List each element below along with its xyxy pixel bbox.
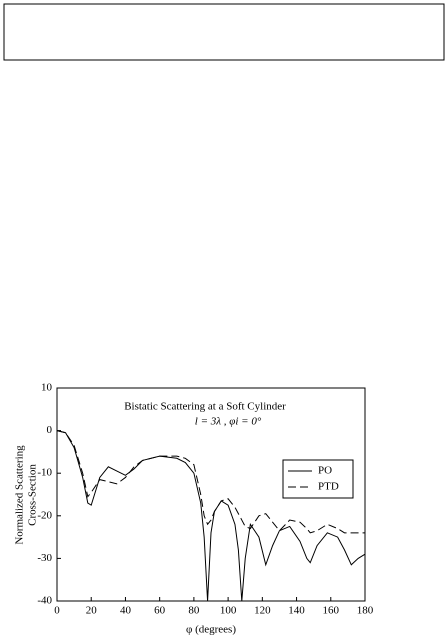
x-tick-label: 100 xyxy=(220,605,237,617)
y-tick-label: -20 xyxy=(37,509,52,521)
x-tick-label: 20 xyxy=(86,605,98,617)
x-tick-label: 40 xyxy=(120,605,132,617)
x-tick-label: 180 xyxy=(357,605,374,617)
legend-label: PTD xyxy=(318,481,339,493)
y-tick-label: -30 xyxy=(37,552,52,564)
x-tick-label: 60 xyxy=(154,605,166,617)
x-tick-label: 120 xyxy=(254,605,271,617)
chart-subtitle: l = 3λ , φi = 0° xyxy=(195,416,262,428)
x-axis-label: φ (degrees) xyxy=(186,624,236,636)
legend-box xyxy=(282,459,354,499)
x-tick-label: 140 xyxy=(288,605,305,617)
y-tick-label: -40 xyxy=(37,595,52,607)
y-axis-label: Normalized Scattering xyxy=(14,445,26,545)
y-tick-label: 0 xyxy=(47,424,53,436)
y-axis-label: Cross-Section xyxy=(27,464,39,526)
header-box xyxy=(3,3,445,61)
y-tick-label: -10 xyxy=(37,467,52,479)
y-tick-label: 10 xyxy=(41,382,53,394)
series-line xyxy=(56,430,366,602)
series-line xyxy=(56,430,365,534)
x-tick-label: 0 xyxy=(54,605,60,617)
legend-label: PO xyxy=(318,465,332,477)
x-tick-label: 160 xyxy=(323,605,340,617)
plot-frame xyxy=(56,387,366,602)
chart-title: Bistatic Scattering at a Soft Cylinder xyxy=(124,401,286,413)
x-tick-label: 80 xyxy=(188,605,200,617)
